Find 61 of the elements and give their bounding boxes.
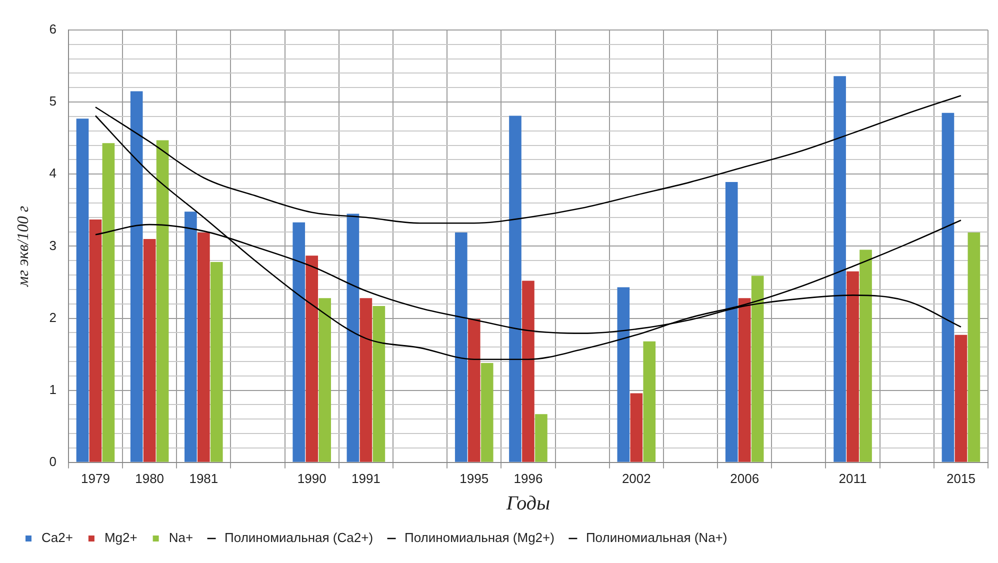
- bar: [130, 91, 143, 462]
- bar: [630, 393, 643, 462]
- bar: [102, 143, 115, 462]
- bar: [360, 298, 372, 462]
- x-tick-label: 2011: [838, 470, 867, 486]
- x-tick-label: 1990: [297, 470, 326, 486]
- bar: [372, 306, 386, 462]
- bar: [509, 116, 522, 462]
- bar: [89, 220, 102, 462]
- bar: [454, 232, 468, 462]
- bar: [292, 222, 306, 462]
- bar: [834, 76, 846, 462]
- x-tick-label: 2002: [622, 470, 651, 486]
- bar: [346, 214, 360, 462]
- legend-label: Mg2+: [104, 530, 138, 546]
- y-tick-label: 4: [49, 166, 56, 181]
- x-tick-label: 1981: [189, 470, 218, 486]
- y-tick-label: 5: [49, 94, 56, 109]
- y-tick-label: 2: [49, 310, 56, 325]
- legend-label: Полиномиальная (Na+): [586, 530, 728, 546]
- bar: [306, 256, 318, 462]
- x-tick-label: 1980: [135, 470, 164, 486]
- legend-label: Полиномиальная (Ca2+): [224, 530, 374, 546]
- bar: [318, 298, 331, 462]
- legend-label: Na+: [168, 530, 194, 546]
- bar: [725, 182, 738, 462]
- bar: [143, 238, 156, 462]
- x-tick-label: 1995: [460, 470, 489, 486]
- bar: [522, 280, 534, 462]
- legend-label: Полиномиальная (Mg2+): [404, 530, 554, 546]
- legend-label: Ca2+: [42, 530, 73, 546]
- x-tick-label: 1996: [514, 470, 543, 486]
- bar: [535, 414, 548, 462]
- y-tick-label: 3: [49, 238, 56, 253]
- bar: [942, 112, 954, 462]
- bar: [751, 276, 764, 462]
- x-tick-label: 2006: [730, 470, 760, 486]
- x-tick-label: 1979: [81, 470, 110, 486]
- bar: [184, 212, 197, 462]
- bar: [954, 334, 968, 462]
- y-tick-label: 1: [49, 382, 56, 397]
- bar: [480, 362, 494, 462]
- x-tick-label: 1991: [351, 470, 380, 486]
- y-tick-label: 6: [49, 22, 56, 37]
- x-tick-label: 2015: [946, 470, 976, 486]
- x-axis-title: Годы: [505, 492, 550, 514]
- y-tick-label: 0: [49, 454, 56, 469]
- y-axis-title: мг экв/100 г: [14, 206, 32, 288]
- line-series: [94, 94, 962, 224]
- bar: [643, 341, 656, 462]
- bar: [468, 318, 480, 462]
- bar: [617, 287, 630, 462]
- bar: [197, 232, 210, 462]
- bar: [210, 262, 223, 462]
- line-series: [94, 115, 962, 360]
- bar: [846, 271, 859, 462]
- bar: [860, 250, 872, 462]
- bar: [156, 140, 169, 462]
- bar: [76, 118, 89, 462]
- bar: [738, 298, 751, 462]
- bar: [968, 232, 980, 462]
